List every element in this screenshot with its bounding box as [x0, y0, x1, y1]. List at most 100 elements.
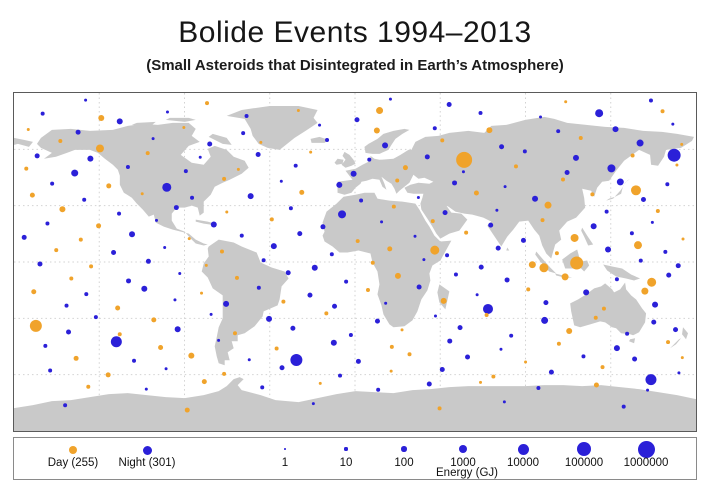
day-event-dot [590, 192, 595, 197]
africa [322, 192, 452, 328]
day-event-dot [115, 305, 121, 311]
night-event-dot [117, 211, 122, 216]
night-event-dot [75, 129, 81, 135]
day-event-dot [570, 233, 579, 242]
energy-scale-dot-10 [344, 447, 348, 451]
night-event-dot [488, 222, 494, 228]
day-event-dot [73, 355, 79, 361]
night-event-dot [311, 264, 318, 271]
day-event-dot [58, 138, 63, 143]
day-event-dot [259, 140, 263, 144]
day-event-dot [140, 192, 144, 196]
night-event-dot [173, 298, 177, 302]
night-event-dot [247, 193, 254, 200]
night-event-dot [495, 208, 499, 212]
day-event-dot [269, 217, 274, 222]
day-event-dot [117, 332, 122, 337]
night-event-dot [638, 258, 643, 263]
night-event-dot [338, 210, 347, 219]
day-event-dot [31, 289, 37, 295]
night-event-dot [581, 354, 586, 359]
night-event-dot [648, 98, 653, 103]
day-event-dot [222, 176, 227, 181]
night-event-dot [63, 403, 68, 408]
day-event-dot [556, 341, 561, 346]
day-event-dot [205, 101, 210, 106]
night-event-dot [651, 319, 657, 325]
night-event-dot [141, 285, 148, 292]
night-event-dot [382, 142, 389, 149]
night-event-dot [178, 271, 182, 275]
day-event-dot [440, 138, 445, 143]
day-event-dot [225, 210, 229, 214]
day-event-dot [318, 381, 322, 385]
new-guinea [603, 264, 641, 281]
ireland [334, 158, 344, 165]
day-event-dot [78, 237, 83, 242]
day-event-dot [188, 352, 195, 359]
day-event-dot [655, 208, 660, 213]
new-zealand-north [682, 327, 689, 340]
night-event-dot [290, 354, 303, 366]
night-event-dot [93, 315, 98, 320]
greenland [226, 105, 318, 150]
night-event-dot [583, 289, 590, 296]
night-event-dot [84, 292, 89, 297]
day-event-dot [395, 178, 400, 183]
day-event-dot [309, 150, 313, 154]
energy-scale-dot-1000000 [637, 440, 655, 458]
day-event-dot [400, 328, 404, 332]
day-event-dot [540, 218, 545, 223]
day-event-dot [54, 248, 59, 253]
night-event-dot [239, 233, 244, 238]
night-event-dot [329, 252, 334, 257]
night-event-dot [605, 246, 612, 253]
day-event-dot [666, 340, 671, 345]
night-event-dot [50, 181, 55, 186]
day-event-dot [600, 365, 605, 370]
night-event-dot [210, 221, 217, 228]
day-event-dot [296, 109, 300, 113]
day-event-dot [184, 407, 190, 413]
night-event-dot [499, 144, 505, 150]
day-event-dot [486, 127, 493, 134]
night-event-dot [48, 368, 53, 373]
night-event-dot [217, 338, 221, 342]
south-america [201, 239, 289, 366]
night-event-dot [359, 198, 364, 203]
night-event-dot [650, 220, 654, 224]
night-event-dot [255, 152, 261, 158]
energy-scale-label: 1 [281, 457, 289, 469]
day-event-dot [660, 109, 665, 114]
day-event-dot [554, 251, 559, 256]
day-event-dot [86, 384, 91, 389]
night-event-dot [374, 318, 380, 324]
energy-scale-label: 10 [339, 457, 353, 469]
philippines [581, 227, 594, 246]
night-event-dot [288, 206, 293, 211]
night-event-dot [478, 110, 483, 115]
night-event-dot [663, 249, 668, 254]
night-event-dot [336, 181, 343, 188]
day-event-dot [24, 166, 29, 171]
energy-scale-dot-1000 [459, 445, 467, 453]
night-event-dot [244, 114, 249, 119]
night-event-dot [475, 293, 479, 297]
day-legend-label: Day (255) [47, 457, 99, 469]
night-event-dot [677, 371, 681, 375]
day-event-dot [389, 344, 394, 349]
night-event-dot [37, 261, 43, 267]
night-event-dot [87, 155, 94, 162]
night-event-dot [590, 223, 597, 230]
night-event-dot [671, 122, 675, 126]
night-event-dot [532, 195, 539, 202]
day-event-dot [479, 380, 483, 384]
legend: Day (255) Night (301) 1 10 100 1000 10000 100… [13, 437, 697, 480]
night-event-dot [520, 237, 526, 243]
day-event-dot [570, 256, 584, 270]
day-event-dot [484, 313, 489, 318]
day-event-dot [145, 151, 150, 156]
night-event-dot [71, 169, 79, 177]
night-event-dot [439, 366, 445, 372]
